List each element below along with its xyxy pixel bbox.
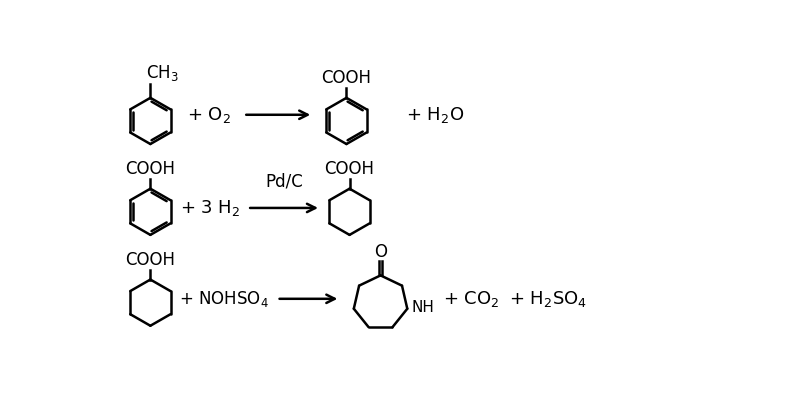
Text: COOH: COOH [322, 69, 371, 87]
Text: + 3 H$_2$: + 3 H$_2$ [180, 198, 240, 218]
Text: NH: NH [411, 300, 434, 315]
Text: + O$_2$: + O$_2$ [186, 105, 230, 125]
Text: Pd/C: Pd/C [265, 172, 303, 190]
Text: + H$_2$O: + H$_2$O [406, 105, 464, 125]
Text: + H$_2$SO$_4$: + H$_2$SO$_4$ [510, 289, 587, 309]
Text: CH$_3$: CH$_3$ [146, 63, 179, 83]
Text: COOH: COOH [126, 160, 175, 178]
Text: COOH: COOH [325, 160, 374, 178]
Text: + NOHSO$_4$: + NOHSO$_4$ [179, 289, 269, 309]
Text: COOH: COOH [126, 251, 175, 269]
Text: O: O [374, 242, 387, 261]
Text: + CO$_2$: + CO$_2$ [442, 289, 499, 309]
